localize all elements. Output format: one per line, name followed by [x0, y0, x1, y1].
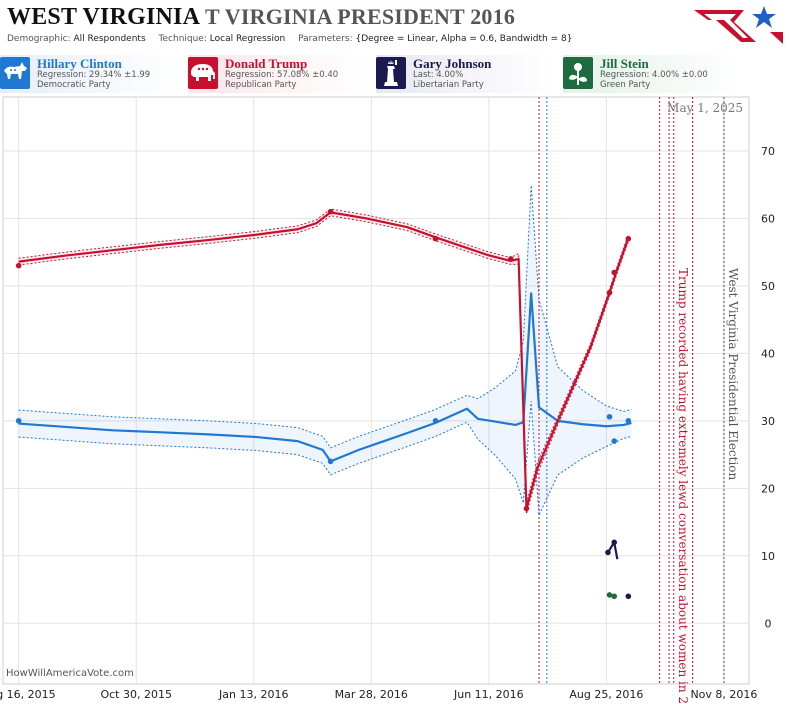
- legend-name: Gary Johnson: [413, 56, 492, 71]
- poll-point: [605, 549, 611, 556]
- series-line: [18, 292, 632, 463]
- x-tick-label: Oct 30, 2015: [100, 688, 172, 701]
- poll-point: [625, 418, 632, 424]
- poll-point: [611, 438, 618, 444]
- legend-party: Green Party: [600, 80, 651, 90]
- x-tick-label: Aug 25, 2016: [569, 688, 643, 701]
- legend-party: Libertarian Party: [413, 80, 484, 90]
- parameters-label: Parameters:: [298, 34, 353, 44]
- poll-point: [432, 418, 439, 424]
- event-label: West Virginia Presidential Election: [726, 268, 740, 481]
- x-tick-label: Aug 16, 2015: [0, 688, 56, 701]
- state-name: WEST VIRGINIA: [7, 4, 199, 30]
- x-tick-label: Nov 8, 2016: [690, 688, 757, 701]
- y-tick-label: 10: [761, 550, 775, 563]
- plot-frame: [2, 96, 750, 685]
- technique-label: Technique:: [158, 34, 207, 44]
- y-tick-label: 70: [761, 145, 775, 158]
- legend-name: Hillary Clinton: [37, 56, 122, 71]
- parameters-value: {Degree = Linear, Alpha = 0.6, Bandwidth…: [355, 34, 573, 44]
- poll-point: [523, 505, 530, 512]
- band-upper-edge: [18, 208, 629, 504]
- candidate-legend: Hillary Clinton Regression: 29.34% ±1.99…: [0, 55, 789, 95]
- poll-point: [15, 262, 22, 269]
- poll-point: [611, 593, 618, 600]
- event-label: Trump recorded having extremely lewd con…: [676, 268, 690, 704]
- poll-point: [15, 418, 22, 424]
- poll-point: [606, 592, 613, 598]
- poll-point: [611, 269, 618, 276]
- demographic-label: Demographic:: [7, 34, 71, 44]
- y-tick-label: 20: [761, 482, 775, 495]
- legend-name: Donald Trump: [225, 56, 308, 71]
- race-title: T VIRGINIA PRESIDENT 2016: [205, 4, 516, 29]
- poll-point: [432, 235, 439, 242]
- elephant-icon: [188, 57, 218, 89]
- legend-party: Republican Party: [225, 80, 297, 90]
- poll-points: [15, 208, 632, 600]
- legend-item-johnson[interactable]: Gary Johnson Last: 4.00% Libertarian Par…: [376, 55, 556, 93]
- series-line: [18, 211, 630, 510]
- band-lower-edge: [18, 401, 632, 516]
- site-logo-icon: [694, 6, 783, 44]
- legend-name: Jill Stein: [600, 56, 649, 71]
- x-axis-ticks: Aug 16, 2015 Oct 30, 2015 Jan 13, 2016 Mar …: [0, 688, 757, 701]
- legend-stat: Regression: 29.34% ±1.99: [37, 70, 151, 80]
- poll-point: [606, 289, 613, 296]
- x-tick-label: Jan 13, 2016: [218, 688, 288, 701]
- band-upper-edge: [18, 185, 632, 449]
- chart-title: WEST VIRGINIA T VIRGINIA PRESIDENT 2016: [7, 4, 515, 31]
- site-watermark: HowWillAmericaVote.com: [6, 668, 134, 679]
- grid-lines: [3, 97, 749, 684]
- legend-party: Democratic Party: [37, 80, 111, 90]
- chart-header: WEST VIRGINIA T VIRGINIA PRESIDENT 2016 …: [0, 0, 789, 50]
- y-tick-label: 60: [761, 212, 775, 225]
- y-tick-label: 50: [761, 280, 775, 293]
- y-tick-label: 40: [761, 347, 775, 360]
- legend-item-trump[interactable]: Donald Trump Regression: 57.08% ±0.40 Re…: [188, 55, 368, 93]
- demographic-value: All Respondents: [73, 34, 146, 44]
- legend-item-clinton[interactable]: Hillary Clinton Regression: 29.34% ±1.99…: [0, 55, 180, 93]
- y-tick-label: 0: [765, 617, 772, 630]
- legend-stat: Last: 4.00%: [413, 70, 464, 80]
- legend-stat: Regression: 57.08% ±0.40: [225, 70, 339, 80]
- y-axis-ticks: 0 10 20 30 40 50 60 70: [761, 145, 775, 630]
- poll-point: [611, 539, 618, 546]
- event-lines: Trump recorded having extremely lewd con…: [538, 97, 740, 704]
- poll-point: [327, 208, 334, 215]
- liberty-statue-icon: [376, 57, 406, 89]
- parameters-line: Demographic: All Respondents Technique: …: [7, 34, 572, 44]
- x-tick-label: Mar 28, 2016: [335, 688, 408, 701]
- poll-point: [606, 414, 613, 420]
- technique-value: Local Regression: [209, 34, 286, 44]
- poll-point: [327, 458, 334, 465]
- poll-point: [625, 593, 632, 600]
- donkey-icon: [0, 57, 30, 89]
- legend-stat: Regression: 4.00% ±0.00: [600, 70, 708, 80]
- current-date-label: May 1, 2025: [667, 101, 743, 115]
- leaf-flower-icon: [563, 57, 593, 89]
- poll-point: [507, 256, 514, 262]
- x-tick-label: Jun 11, 2016: [453, 688, 524, 701]
- poll-point: [625, 235, 632, 242]
- legend-item-stein[interactable]: Jill Stein Regression: 4.00% ±0.00 Green…: [563, 55, 743, 93]
- y-tick-label: 30: [761, 415, 775, 428]
